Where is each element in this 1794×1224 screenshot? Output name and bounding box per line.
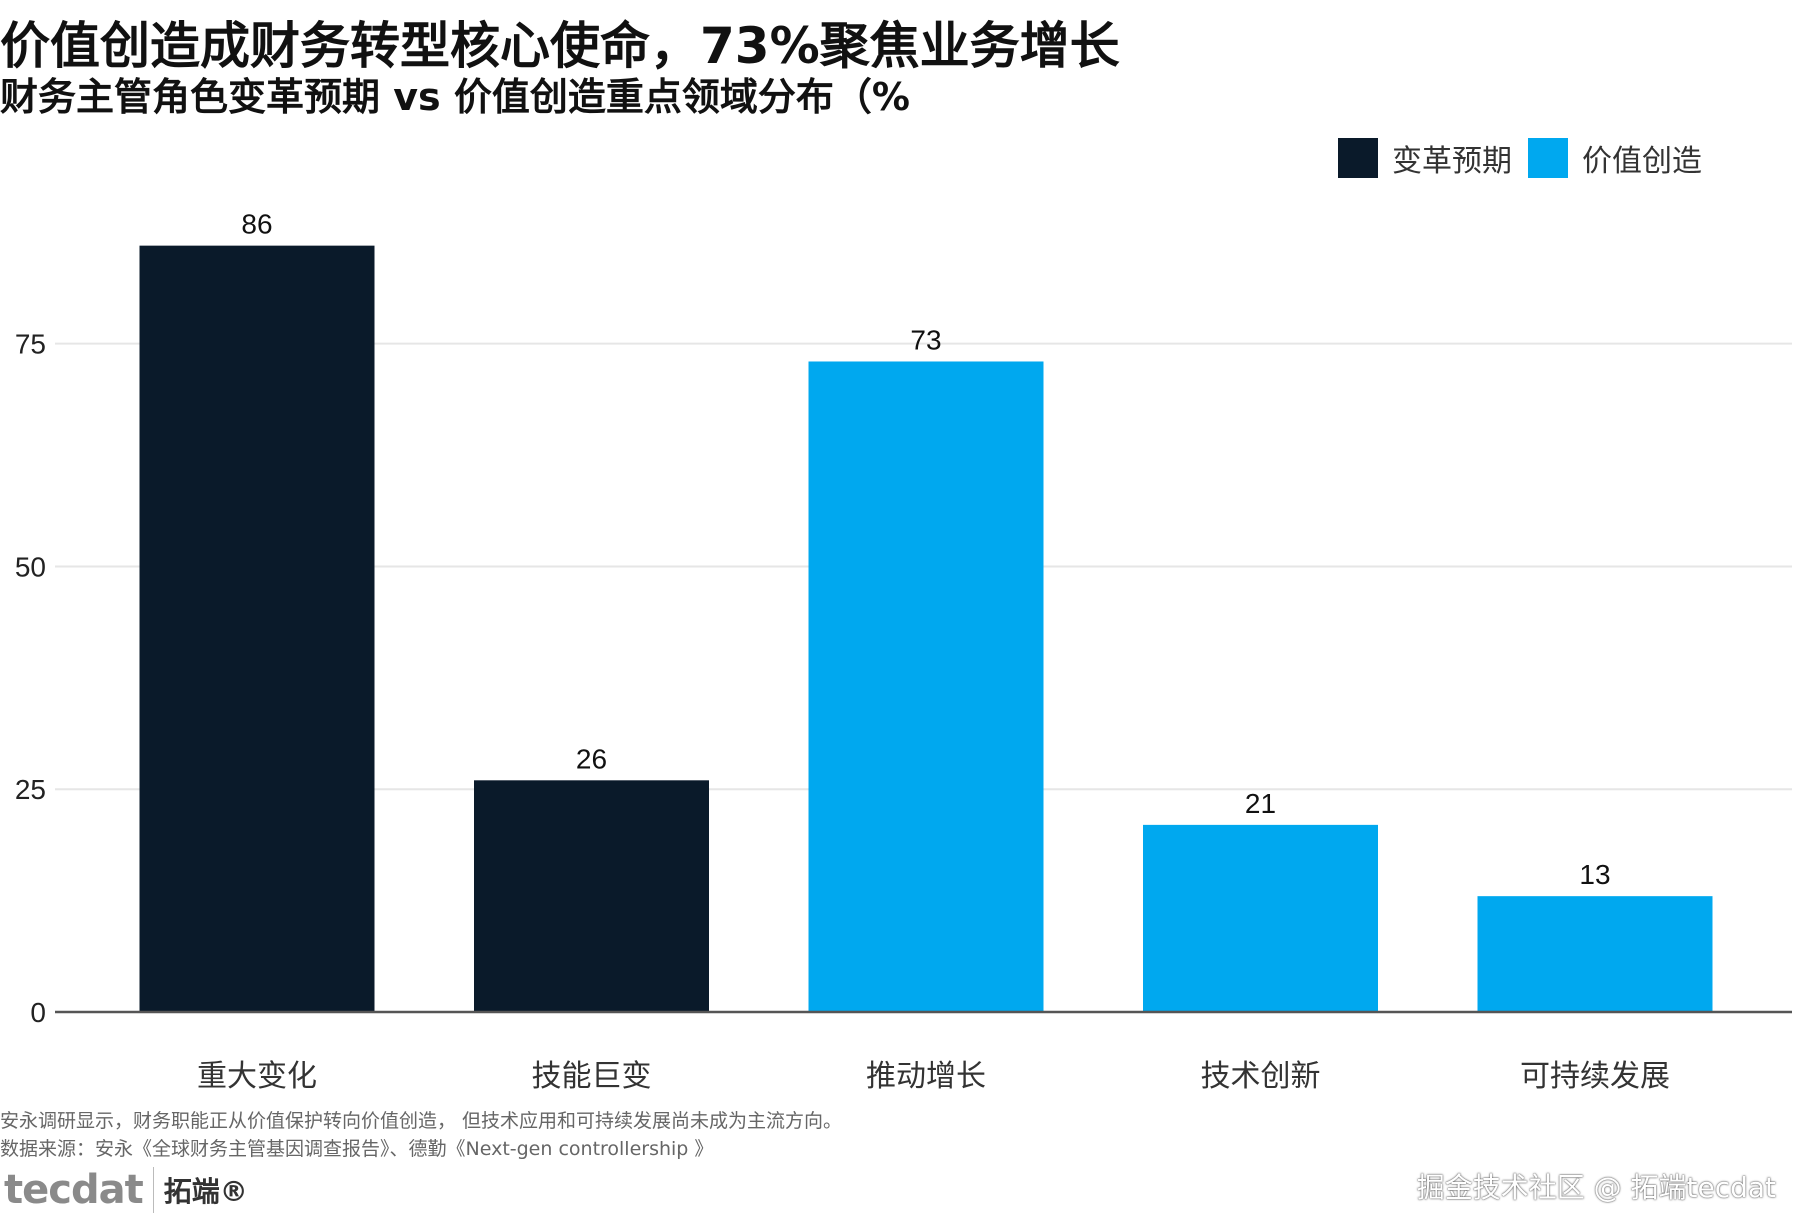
logo-text: 拓端® (163, 1175, 248, 1208)
legend-item-value: 价值创造 (1528, 136, 1702, 180)
watermark: 掘金技术社区 @ 拓端tecdat (1416, 1171, 1776, 1204)
x-tick-label: 重大变化 (197, 1059, 317, 1094)
data-label: 86 (241, 209, 272, 240)
brand-logo: tecdat 拓端® (4, 1160, 248, 1220)
source-note: 数据来源：安永《全球财务主管基因调查报告》、德勤《Next-gen contro… (0, 1138, 714, 1160)
x-tick-label: 推动增长 (866, 1059, 986, 1094)
bar (808, 361, 1044, 1012)
data-label: 26 (576, 743, 607, 774)
legend: 变革预期 价值创造 (1322, 136, 1702, 180)
footnote: 安永调研显示，财务职能正从价值保护转向价值创造， 但技术应用和可持续发展尚未成为… (0, 1110, 843, 1132)
data-label: 21 (1245, 788, 1276, 819)
bar-chart: 0 25 50 75 86 重大变化 26 技能巨变 73 推动增长 21 技术创新 13 可持续发展 (15, 209, 1792, 1094)
y-tick-label: 0 (30, 997, 46, 1028)
logo-mark: tecdat (4, 1167, 144, 1213)
x-tick-label: 技能巨变 (532, 1059, 652, 1094)
legend-swatch-change (1338, 138, 1378, 178)
bar (474, 780, 709, 1012)
chart-subtitle: 财务主管角色变革预期 vs 价值创造重点领域分布（% (0, 75, 910, 119)
y-tick-label: 50 (15, 551, 46, 582)
chart-title: 价值创造成财务转型核心使命，73%聚焦业务增长 (0, 17, 1120, 75)
bar (1477, 896, 1713, 1012)
bar (139, 245, 375, 1013)
legend-label-change: 变革预期 (1392, 144, 1512, 179)
x-tick-label: 可持续发展 (1520, 1059, 1670, 1094)
y-tick-label: 25 (15, 774, 46, 805)
y-tick-label: 75 (15, 329, 46, 360)
bar (1143, 824, 1378, 1012)
x-tick-label: 技术创新 (1201, 1059, 1321, 1094)
legend-item-change: 变革预期 (1338, 136, 1512, 180)
data-label: 73 (910, 324, 941, 355)
data-label: 13 (1579, 859, 1610, 890)
legend-label-value: 价值创造 (1582, 144, 1702, 179)
logo-divider (152, 1167, 154, 1213)
legend-swatch-value (1528, 138, 1568, 178)
